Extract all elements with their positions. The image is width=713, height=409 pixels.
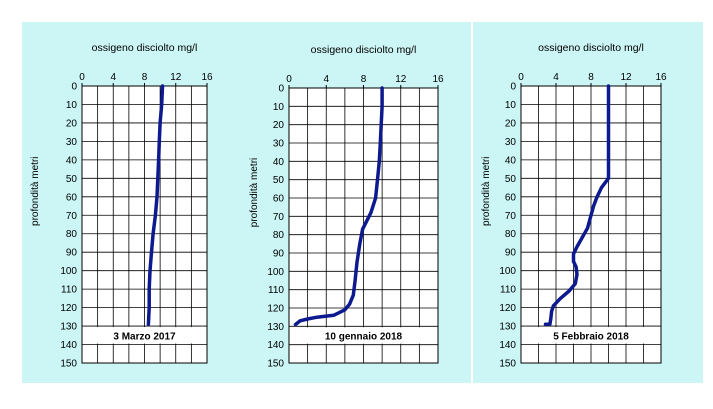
- y-tick-label: 150: [499, 359, 516, 370]
- y-tick-label: 0: [71, 82, 77, 93]
- y-tick-label: 10: [66, 100, 78, 111]
- y-tick-label: 50: [273, 175, 285, 186]
- y-tick-label: 80: [505, 229, 517, 240]
- y-tick-label: 0: [510, 82, 516, 93]
- x-tick-label: 0: [518, 72, 524, 83]
- y-tick-label: 120: [60, 303, 77, 314]
- y-tick-label: 80: [66, 229, 78, 240]
- y-tick-label: 130: [499, 322, 516, 333]
- y-tick-label: 100: [60, 266, 77, 277]
- y-tick-label: 90: [505, 248, 517, 259]
- y-tick-label: 100: [267, 267, 284, 278]
- y-tick-label: 120: [267, 304, 284, 315]
- y-tick-label: 150: [60, 359, 77, 370]
- y-tick-label: 150: [267, 359, 284, 370]
- x-tick-label: 12: [620, 72, 632, 83]
- y-axis-label: profondità metri: [481, 157, 492, 226]
- y-tick-label: 40: [66, 155, 78, 166]
- y-tick-label: 10: [505, 100, 517, 111]
- y-tick-label: 50: [66, 174, 78, 185]
- series-line: [146, 84, 165, 326]
- y-tick-label: 40: [505, 155, 517, 166]
- chart-panel-2: 0 4 8 12 16 0 10 20 30 40 50 60 70 80 90 100 110 120 130 14…: [241, 22, 471, 383]
- chart-title: ossigeno disciolto mg/l: [538, 42, 644, 54]
- y-tick-label: 20: [505, 118, 517, 129]
- y-tick-label: 80: [273, 230, 285, 241]
- x-tick-label: 16: [655, 72, 667, 83]
- y-tick-label: 70: [66, 211, 78, 222]
- chart-panel-1: 0 4 8 12 16 0 10 20 30 40 50 60 70 80 90 100 110 120 130 14…: [22, 22, 252, 383]
- y-tick-label: 110: [61, 285, 77, 296]
- y-tick-label: 20: [66, 118, 78, 129]
- chart-title: ossigeno disciolto mg/l: [311, 44, 417, 56]
- y-tick-label: 110: [268, 285, 284, 296]
- y-tick-label: 30: [505, 137, 517, 148]
- y-tick-label: 60: [66, 192, 78, 203]
- date-label-box: [92, 327, 197, 344]
- y-tick-label: 70: [273, 212, 285, 223]
- x-tick-label: 0: [286, 74, 292, 85]
- y-tick-label: 50: [505, 174, 517, 185]
- y-tick-label: 0: [278, 84, 284, 95]
- y-axis-label: profondità metri: [30, 157, 41, 226]
- series-line: [293, 86, 384, 327]
- x-tick-label: 4: [553, 72, 559, 83]
- y-tick-label: 20: [273, 120, 285, 131]
- chart-svg: 0 4 8 12 16 0 10 20 30 40 50 60 70 80 90 100 110 120 130 14…: [30, 42, 213, 370]
- date-label: 3 Marzo 2017: [113, 331, 176, 342]
- y-tick-label: 100: [499, 266, 516, 277]
- y-tick-label: 30: [66, 137, 78, 148]
- y-tick-label: 120: [499, 303, 516, 314]
- y-tick-label: 60: [505, 192, 517, 203]
- x-tick-label: 16: [432, 74, 444, 85]
- y-tick-label: 140: [499, 340, 516, 351]
- date-label-box: [299, 327, 428, 344]
- x-tick-label: 12: [395, 74, 407, 85]
- chart-title: ossigeno disciolto mg/l: [92, 42, 198, 54]
- y-tick-label: 30: [273, 139, 285, 150]
- y-tick-label: 140: [60, 340, 77, 351]
- y-tick-label: 130: [267, 322, 284, 333]
- chart-svg: 0 4 8 12 16 0 10 20 30 40 50 60 70 80 90 100 110 120 130 14…: [249, 44, 444, 370]
- y-tick-label: 70: [505, 211, 517, 222]
- y-tick-label: 130: [60, 322, 77, 333]
- series-line: [543, 84, 611, 326]
- date-label: 10 gennaio 2018: [325, 332, 403, 343]
- x-tick-label: 8: [361, 74, 367, 85]
- y-tick-label: 40: [273, 157, 285, 168]
- x-tick-label: 8: [142, 72, 148, 83]
- y-tick-label: 110: [500, 285, 516, 296]
- y-tick-label: 90: [273, 249, 285, 260]
- x-tick-label: 8: [588, 72, 594, 83]
- y-tick-label: 10: [273, 102, 285, 113]
- x-tick-label: 4: [110, 72, 116, 83]
- x-tick-label: 0: [79, 72, 85, 83]
- y-tick-label: 60: [273, 194, 285, 205]
- x-tick-label: 4: [323, 74, 329, 85]
- chart-panel-3: 0 4 8 12 16 0 10 20 30 40 50 60 70 80 90 100 110 120 130 14…: [473, 22, 703, 383]
- y-tick-label: 90: [66, 248, 78, 259]
- y-tick-label: 140: [267, 340, 284, 351]
- x-tick-label: 16: [201, 72, 213, 83]
- date-label-box: [531, 327, 651, 344]
- x-tick-label: 12: [170, 72, 182, 83]
- chart-svg: 0 4 8 12 16 0 10 20 30 40 50 60 70 80 90 100 110 120 130 14…: [481, 42, 667, 370]
- y-axis-label: profondità metri: [249, 158, 260, 227]
- date-label: 5 Febbraio 2018: [553, 331, 629, 342]
